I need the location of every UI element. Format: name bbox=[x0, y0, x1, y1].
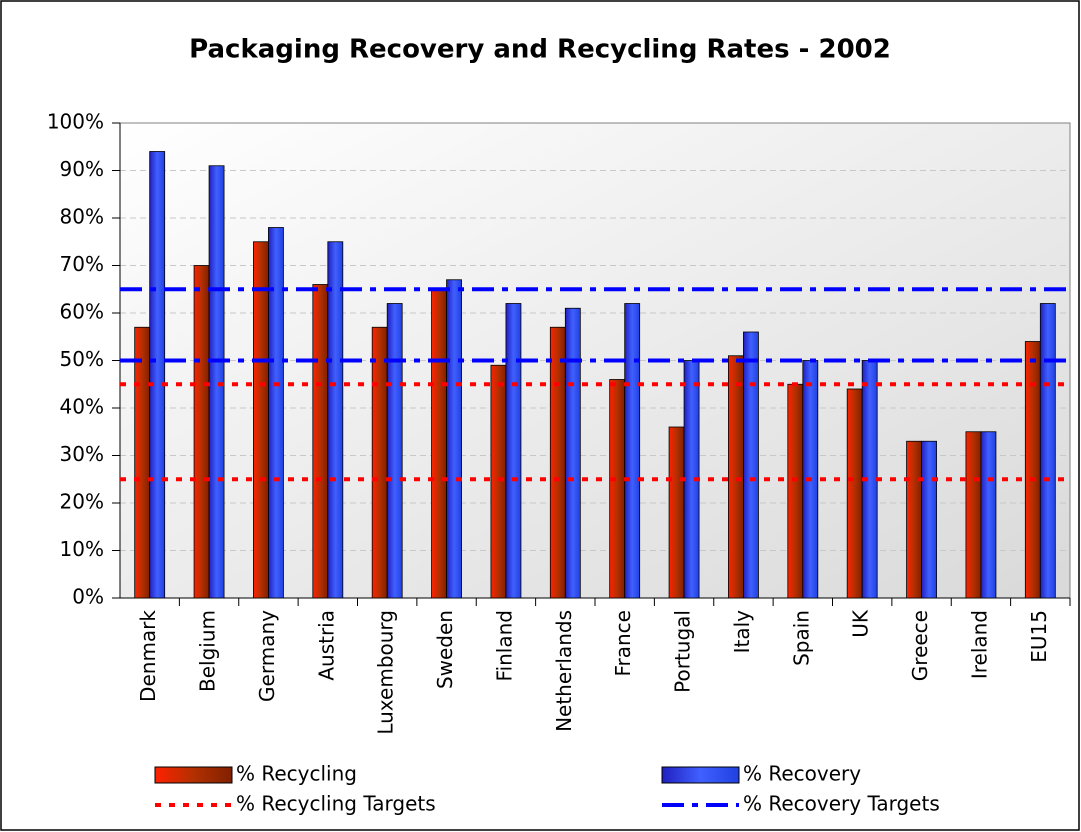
bar bbox=[846, 388, 863, 599]
legend-label: % Recycling Targets bbox=[236, 792, 436, 816]
bar bbox=[980, 431, 997, 599]
x-tick-label: Denmark bbox=[136, 610, 160, 702]
bar bbox=[253, 241, 269, 599]
bar bbox=[371, 326, 388, 599]
legend-swatch bbox=[154, 766, 233, 784]
bar bbox=[1039, 303, 1056, 599]
x-tick-label: Spain bbox=[789, 610, 813, 666]
y-tick-label: 80% bbox=[60, 205, 104, 229]
legend-label: % Recycling bbox=[236, 762, 357, 786]
y-tick-label: 90% bbox=[60, 157, 104, 181]
bar bbox=[134, 326, 151, 599]
bar bbox=[193, 265, 210, 599]
y-tick-label: 100% bbox=[47, 110, 104, 134]
y-tick-label: 50% bbox=[60, 347, 104, 371]
x-tick-label: Ireland bbox=[967, 610, 991, 679]
y-tick-label: 60% bbox=[60, 300, 104, 324]
x-tick-label: EU15 bbox=[1027, 610, 1051, 663]
bar bbox=[743, 331, 759, 599]
bar bbox=[668, 426, 685, 599]
y-tick-label: 20% bbox=[60, 490, 104, 514]
bar bbox=[268, 227, 284, 599]
bar bbox=[327, 241, 344, 599]
x-tick-label: Portugal bbox=[671, 610, 695, 693]
bar bbox=[1024, 341, 1041, 599]
bar bbox=[312, 284, 329, 599]
x-tick-label: UK bbox=[849, 609, 873, 638]
x-tick-label: Belgium bbox=[196, 610, 220, 692]
bar bbox=[609, 379, 626, 599]
bar bbox=[149, 151, 166, 599]
y-tick-label: 0% bbox=[72, 585, 104, 609]
bar bbox=[505, 303, 522, 599]
bar bbox=[208, 165, 225, 599]
x-tick-label: Austria bbox=[314, 610, 338, 681]
x-tick-label: Netherlands bbox=[552, 610, 576, 732]
bar bbox=[787, 383, 804, 599]
x-tick-label: France bbox=[611, 610, 635, 677]
x-tick-label: Italy bbox=[730, 610, 754, 654]
y-tick-label: 30% bbox=[60, 442, 104, 466]
y-tick-label: 10% bbox=[60, 537, 104, 561]
x-tick-label: Luxembourg bbox=[374, 610, 398, 735]
bar bbox=[564, 307, 581, 599]
bar bbox=[906, 440, 922, 599]
bar bbox=[728, 355, 744, 599]
x-tick-label: Greece bbox=[908, 610, 932, 681]
y-tick-label: 40% bbox=[60, 395, 104, 419]
y-tick-label: 70% bbox=[60, 252, 104, 276]
x-tick-label: Germany bbox=[255, 610, 279, 702]
legend-swatch bbox=[661, 766, 740, 784]
bar bbox=[921, 440, 937, 599]
bar bbox=[446, 279, 462, 599]
legend-label: % Recovery bbox=[743, 762, 861, 786]
x-tick-label: Sweden bbox=[433, 610, 457, 689]
bar bbox=[549, 326, 566, 599]
legend-label: % Recovery Targets bbox=[743, 792, 940, 816]
bar bbox=[490, 364, 507, 599]
x-tick-label: Finland bbox=[492, 610, 516, 681]
bar bbox=[624, 303, 641, 599]
chart-title: Packaging Recovery and Recycling Rates -… bbox=[189, 35, 891, 65]
bar bbox=[386, 303, 403, 599]
bar bbox=[431, 288, 447, 599]
bar bbox=[965, 431, 982, 599]
